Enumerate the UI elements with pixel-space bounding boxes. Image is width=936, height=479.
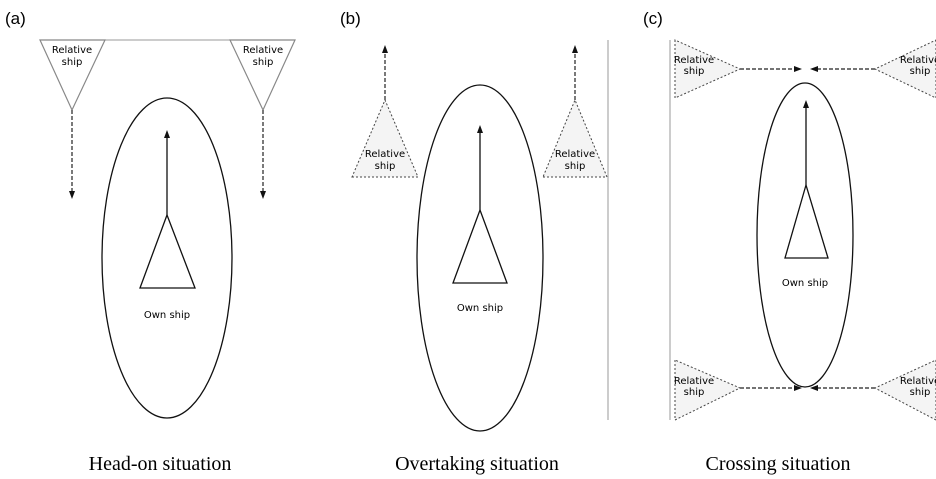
arrowhead: [69, 191, 75, 199]
panel-b: (b) Own ship Relative ship Relative ship O…: [340, 9, 609, 475]
own-ship: [452, 208, 508, 284]
relative-ship: [873, 39, 936, 99]
panel-a: (a) Own ship Relative ship Relative ship H…: [5, 9, 296, 475]
arrowhead: [572, 45, 578, 53]
own-ship-label: Own ship: [457, 303, 503, 314]
panel-label: (c): [643, 9, 663, 28]
own-ship: [139, 213, 196, 289]
arrowhead: [803, 100, 809, 108]
caption: Overtaking situation: [395, 453, 559, 475]
arrowhead: [260, 191, 266, 199]
arrowhead: [794, 66, 802, 72]
arrowhead: [382, 45, 388, 53]
own-ship-label: Own ship: [782, 278, 828, 289]
own-ship: [784, 182, 829, 259]
relative-ship: [229, 39, 296, 112]
domain: [756, 82, 854, 388]
arrowhead: [164, 130, 170, 138]
caption: Head-on situation: [89, 453, 232, 475]
relative-ship: [873, 359, 936, 421]
domain: [101, 97, 233, 419]
relative-ship: [674, 359, 742, 421]
arrowhead: [810, 66, 818, 72]
own-ship-label: Own ship: [144, 310, 190, 321]
relative-ship: [39, 39, 106, 112]
relative-ship: [542, 98, 608, 178]
relative-ship: [674, 39, 742, 99]
arrowhead: [477, 125, 483, 133]
arrowhead: [810, 385, 818, 391]
panel-label: (b): [340, 9, 361, 28]
caption: Crossing situation: [705, 453, 850, 475]
panel-label: (a): [5, 9, 26, 28]
arrowhead: [794, 385, 802, 391]
relative-ship: [351, 98, 419, 178]
domain: [416, 84, 544, 432]
